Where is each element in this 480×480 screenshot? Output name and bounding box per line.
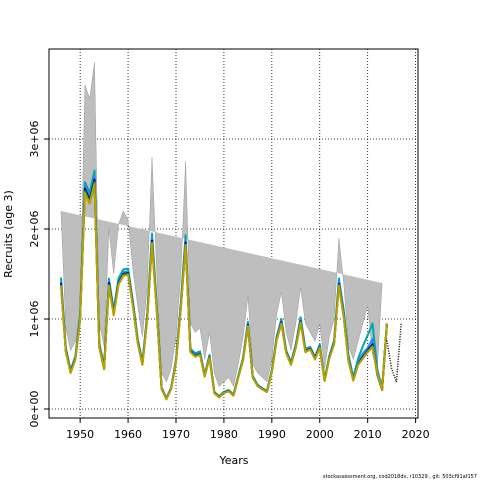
footer-credit: stockassessment.org, cod2018dv, r10329 ,… — [322, 474, 477, 480]
x-tick-label: 1950 — [66, 428, 94, 441]
x-tick-label: 1980 — [210, 428, 238, 441]
x-tick-label: 2020 — [402, 428, 430, 441]
x-tick-label: 1970 — [162, 428, 190, 441]
x-axis: 1950 1960 1970 1980 1990 2000 2010 2020 — [66, 418, 430, 441]
y-tick-label: 2e+06 — [28, 211, 41, 248]
series-line-tail — [386, 323, 402, 383]
x-tick-label: 1990 — [258, 428, 286, 441]
x-tick-label: 2010 — [354, 428, 382, 441]
y-axis-title: Recruits (age 3) — [2, 190, 15, 278]
y-tick-label: 3e+06 — [28, 121, 41, 158]
x-tick-label: 1960 — [114, 428, 142, 441]
series-lines — [60, 169, 402, 401]
plot-frame — [48, 48, 419, 419]
series-line-5 — [60, 183, 388, 401]
confidence-band — [60, 62, 383, 388]
y-axis: 0e+00 1e+06 2e+06 3e+06 — [28, 121, 49, 428]
x-tick-label: 2000 — [306, 428, 334, 441]
y-tick-label: 0e+00 — [28, 391, 41, 428]
y-tick-label: 1e+06 — [28, 301, 41, 338]
confidence-band-area — [60, 62, 383, 388]
x-axis-title: Years — [218, 454, 248, 467]
